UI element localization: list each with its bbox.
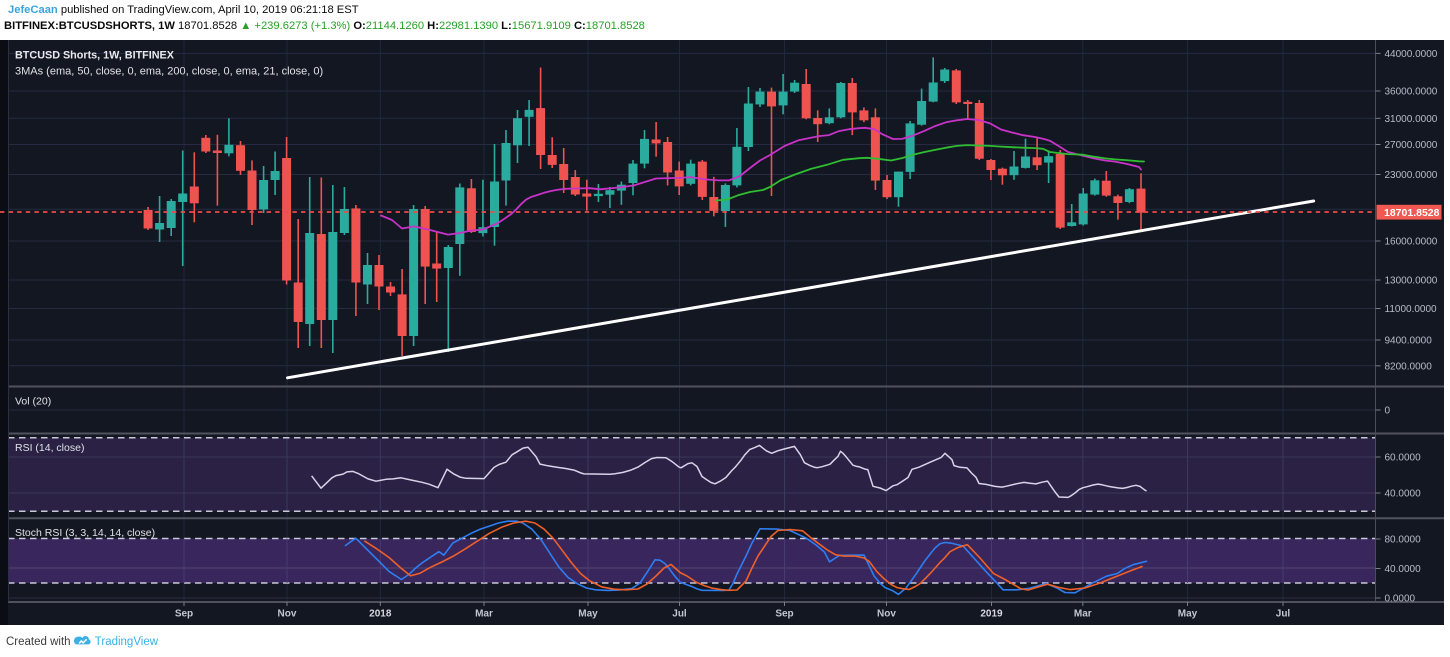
svg-text:13000.0000: 13000.0000: [1385, 276, 1438, 287]
svg-text:May: May: [1178, 609, 1198, 620]
svg-text:36000.0000: 36000.0000: [1385, 87, 1438, 98]
svg-text:Jul: Jul: [1276, 609, 1291, 620]
svg-text:23000.0000: 23000.0000: [1385, 170, 1438, 181]
svg-text:Nov: Nov: [877, 609, 896, 620]
svg-text:11000.0000: 11000.0000: [1385, 304, 1438, 315]
svg-text:BTCUSD Shorts, 1W, BITFINEX: BTCUSD Shorts, 1W, BITFINEX: [15, 50, 175, 62]
svg-text:Jul: Jul: [672, 609, 687, 620]
svg-text:RSI (14, close): RSI (14, close): [15, 442, 84, 454]
svg-text:27000.0000: 27000.0000: [1385, 140, 1438, 151]
svg-text:Stoch RSI (3, 3, 14, 14, close: Stoch RSI (3, 3, 14, 14, close): [15, 527, 155, 539]
svg-text:18701.8528: 18701.8528: [1384, 207, 1440, 219]
svg-text:2019: 2019: [980, 609, 1003, 620]
svg-text:3MAs (ema, 50, close, 0, ema,: 3MAs (ema, 50, close, 0, ema, 200, close…: [15, 66, 323, 78]
svg-text:31000.0000: 31000.0000: [1385, 114, 1438, 125]
svg-text:Nov: Nov: [278, 609, 297, 620]
svg-text:44000.0000: 44000.0000: [1385, 49, 1438, 60]
svg-text:0.0000: 0.0000: [1385, 594, 1416, 605]
svg-text:8200.0000: 8200.0000: [1385, 361, 1433, 372]
svg-text:60.0000: 60.0000: [1385, 453, 1422, 464]
svg-text:9400.0000: 9400.0000: [1385, 336, 1433, 347]
svg-text:80.0000: 80.0000: [1385, 535, 1422, 546]
svg-text:Mar: Mar: [475, 609, 493, 620]
svg-text:40.0000: 40.0000: [1385, 564, 1422, 575]
svg-text:0: 0: [1385, 406, 1391, 417]
svg-text:16000.0000: 16000.0000: [1385, 237, 1438, 248]
svg-text:Vol (20): Vol (20): [15, 396, 51, 408]
svg-text:Sep: Sep: [175, 609, 193, 620]
svg-text:Sep: Sep: [775, 609, 793, 620]
svg-text:May: May: [578, 609, 598, 620]
svg-text:40.0000: 40.0000: [1385, 489, 1422, 500]
svg-text:Mar: Mar: [1074, 609, 1092, 620]
svg-text:2018: 2018: [369, 609, 392, 620]
